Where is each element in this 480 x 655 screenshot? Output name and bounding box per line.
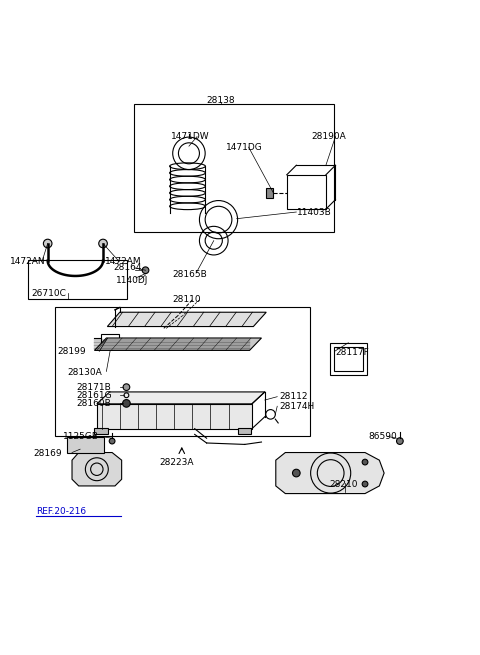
Text: 1471DW: 1471DW [171,132,209,141]
Bar [28,260,127,299]
Circle shape [123,384,130,390]
Circle shape [142,267,149,274]
Text: 28112: 28112 [279,392,308,402]
Text: 28171B: 28171B [77,383,111,392]
Text: 1125GB: 1125GB [63,432,99,441]
Text: 86590: 86590 [368,432,396,441]
Text: 28223A: 28223A [159,458,193,466]
Circle shape [362,459,368,465]
Text: 1472AM: 1472AM [106,257,142,266]
Bar [55,307,310,436]
Text: 28160B: 28160B [77,399,111,408]
Bar [334,346,363,371]
Text: REF.20-216: REF.20-216 [36,507,86,515]
Text: 1140DJ: 1140DJ [116,276,148,285]
Circle shape [396,438,403,445]
Text: 28174H: 28174H [279,402,314,411]
Text: 28210: 28210 [330,479,358,489]
Bar [266,188,274,198]
Polygon shape [108,312,266,327]
Text: 28138: 28138 [206,96,235,105]
Bar [287,175,326,209]
Text: 28169: 28169 [34,449,62,458]
Text: 28164: 28164 [114,263,142,272]
Polygon shape [95,338,262,350]
Polygon shape [72,453,121,486]
Circle shape [43,239,52,248]
Bar [67,438,105,453]
Circle shape [122,400,130,407]
Bar [97,404,252,428]
Polygon shape [276,453,384,494]
Text: 1472AN: 1472AN [10,257,46,266]
Text: 28190A: 28190A [312,132,347,141]
Bar [95,428,108,434]
Bar [330,343,367,375]
Circle shape [109,438,115,444]
Bar [101,334,119,343]
Text: 1471DG: 1471DG [226,143,263,151]
Bar [134,104,335,232]
Text: 11403B: 11403B [297,208,332,217]
Bar [238,428,251,434]
Circle shape [362,481,368,487]
Text: 28117F: 28117F [336,348,369,357]
Text: 28110: 28110 [172,295,201,305]
Text: 28161G: 28161G [77,391,112,400]
Circle shape [292,469,300,477]
Text: 28130A: 28130A [67,368,102,377]
Polygon shape [97,392,265,404]
Text: 28165B: 28165B [172,270,207,278]
Text: 26710C: 26710C [31,289,66,297]
Text: 28199: 28199 [58,347,86,356]
Circle shape [99,239,108,248]
